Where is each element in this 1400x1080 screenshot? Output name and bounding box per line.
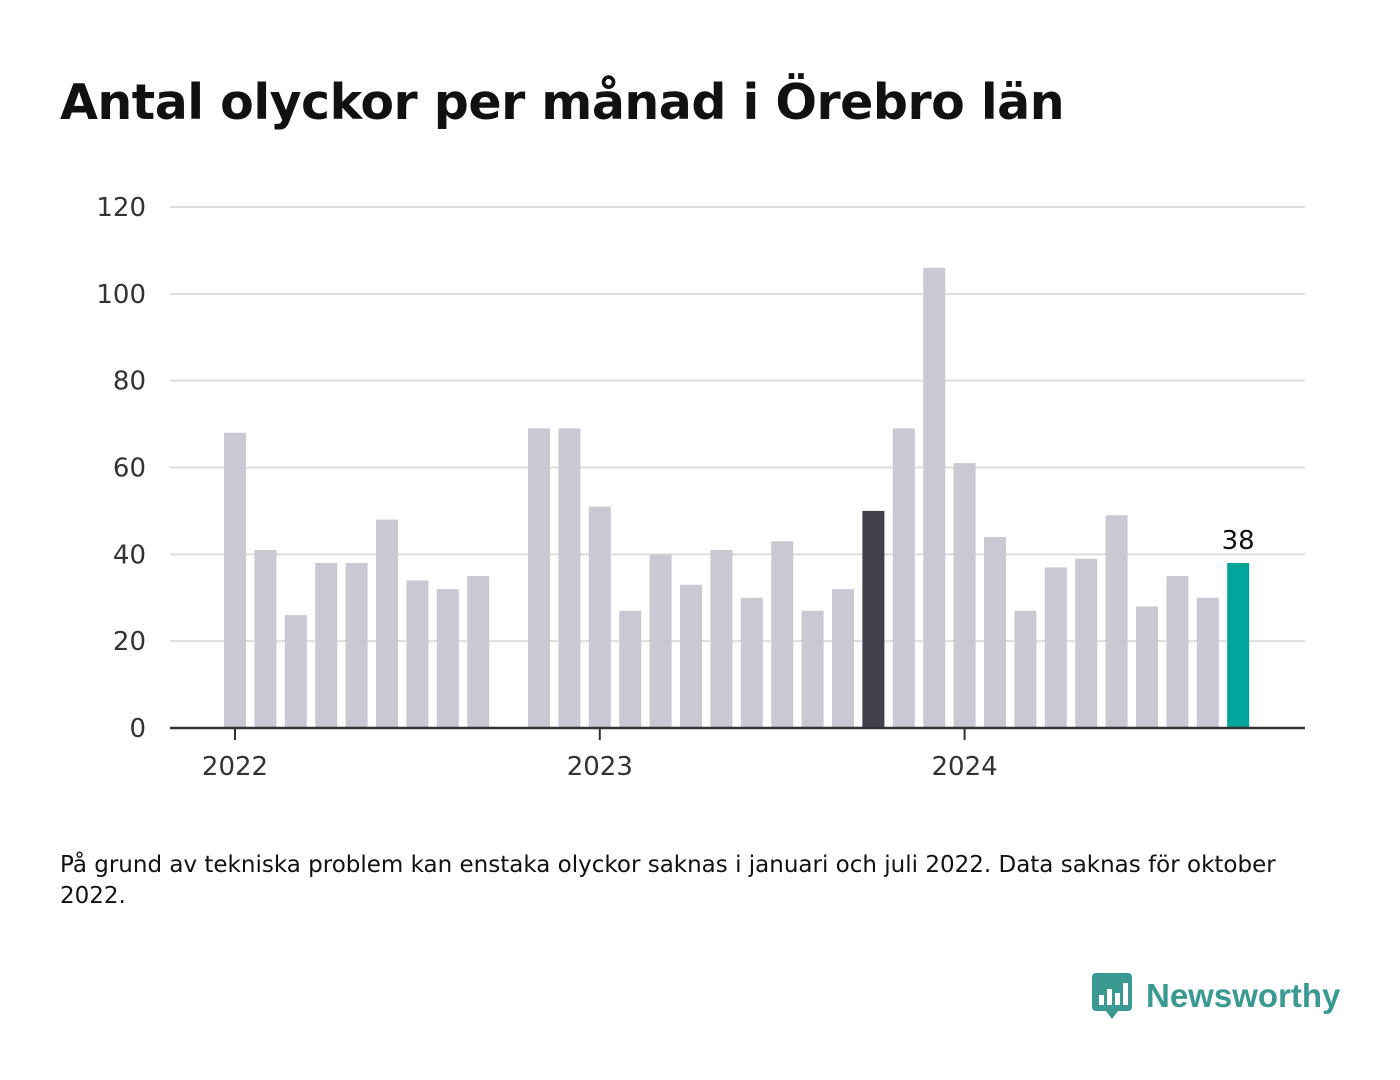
bar-2024-06 xyxy=(1105,515,1128,728)
bar-2024-03 xyxy=(1014,610,1037,728)
bar-2022-02 xyxy=(254,549,277,728)
bar-2022-11 xyxy=(528,428,550,728)
data-label-latest: 38 xyxy=(1222,526,1255,556)
bar-2023-07 xyxy=(771,541,794,728)
brand-logo: Newsworthy xyxy=(1090,970,1340,1022)
bar-2024-10 xyxy=(1227,563,1250,728)
bar-2024-09 xyxy=(1196,597,1219,728)
x-tick-label: 2022 xyxy=(202,752,268,782)
bar-2024-01 xyxy=(953,463,976,728)
bar-2023-05 xyxy=(710,549,733,728)
bar-2024-08 xyxy=(1166,576,1189,728)
y-tick-label: 40 xyxy=(113,540,146,570)
bar-2024-07 xyxy=(1136,606,1158,728)
bar-2023-01 xyxy=(588,506,611,728)
bar-2022-08 xyxy=(436,589,459,728)
bar-2024-02 xyxy=(984,536,1006,728)
brand-name: Newsworthy xyxy=(1146,977,1341,1014)
bar-chart: 0 20 40 60 80 100 120 2022 2023 2024 38 xyxy=(96,193,1305,782)
bar-2023-11 xyxy=(892,428,915,728)
bar-2023-03 xyxy=(649,554,672,728)
bar-2022-06 xyxy=(376,519,398,728)
bar-2022-05 xyxy=(345,563,368,728)
y-tick-label: 60 xyxy=(113,454,146,484)
bar-2023-10 xyxy=(862,510,885,728)
y-tick-label: 100 xyxy=(96,280,146,310)
y-tick-label: 80 xyxy=(113,367,146,397)
y-axis-ticks: 0 20 40 60 80 100 120 xyxy=(96,193,146,744)
x-tick-label: 2023 xyxy=(567,752,633,782)
bar-2024-05 xyxy=(1075,558,1098,728)
bar-2023-08 xyxy=(801,610,824,728)
newsworthy-logo-icon xyxy=(1092,973,1132,1019)
bar-2022-12 xyxy=(558,428,581,728)
bar-2022-04 xyxy=(315,563,338,728)
y-tick-label: 20 xyxy=(113,627,146,657)
bar-2023-04 xyxy=(680,584,702,728)
y-tick-label: 0 xyxy=(129,714,146,744)
x-axis-ticks: 2022 2023 2024 xyxy=(202,728,998,782)
gridlines xyxy=(170,206,1305,643)
bar-2023-09 xyxy=(832,589,854,728)
bar-2023-02 xyxy=(619,610,642,728)
chart-title: Antal olyckor per månad i Örebro län xyxy=(60,74,1065,131)
bars xyxy=(224,267,1250,728)
data-labels: 38 xyxy=(1222,526,1255,556)
bar-2023-06 xyxy=(740,597,763,728)
bar-2022-09 xyxy=(467,576,490,728)
x-tick-label: 2024 xyxy=(932,752,998,782)
bar-2024-04 xyxy=(1044,567,1067,728)
bar-2022-03 xyxy=(284,615,307,728)
y-tick-label: 120 xyxy=(96,193,146,223)
footnote: På grund av tekniska problem kan enstaka… xyxy=(60,852,1276,909)
bar-2022-07 xyxy=(406,580,429,728)
bar-2022-01 xyxy=(224,432,246,728)
bar-2023-12 xyxy=(923,267,946,728)
